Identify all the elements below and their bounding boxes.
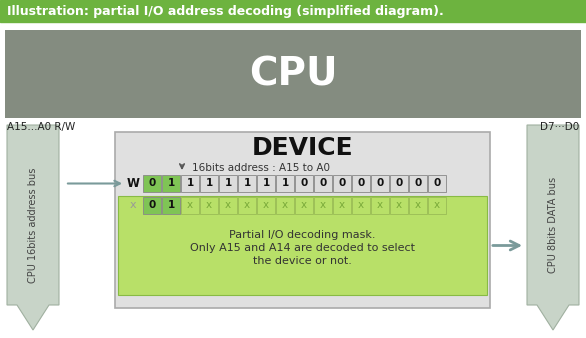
Text: 0: 0 xyxy=(338,178,346,189)
Text: 1: 1 xyxy=(186,178,193,189)
Text: the device or not.: the device or not. xyxy=(253,256,352,266)
Text: D7···D0: D7···D0 xyxy=(540,122,579,132)
Bar xyxy=(200,197,218,214)
Polygon shape xyxy=(7,125,59,330)
Text: x: x xyxy=(187,200,193,211)
Bar xyxy=(162,175,180,192)
Text: x: x xyxy=(396,200,402,211)
Text: Partial I/O decoding mask.: Partial I/O decoding mask. xyxy=(229,230,376,240)
Bar xyxy=(371,197,389,214)
Text: 16bits address : A15 to A0: 16bits address : A15 to A0 xyxy=(192,163,330,173)
Bar xyxy=(428,175,446,192)
Bar xyxy=(352,197,370,214)
Text: x: x xyxy=(282,200,288,211)
Text: x: x xyxy=(263,200,269,211)
Bar xyxy=(115,132,490,308)
Bar xyxy=(118,196,487,295)
Text: 1: 1 xyxy=(205,178,213,189)
Text: x: x xyxy=(339,200,345,211)
Bar xyxy=(257,197,275,214)
Bar xyxy=(314,197,332,214)
Bar xyxy=(200,175,218,192)
Text: 1: 1 xyxy=(263,178,270,189)
Bar xyxy=(390,197,408,214)
Text: x: x xyxy=(377,200,383,211)
Text: 0: 0 xyxy=(301,178,308,189)
Text: x: x xyxy=(225,200,231,211)
Bar xyxy=(428,197,446,214)
Text: 0: 0 xyxy=(396,178,403,189)
Polygon shape xyxy=(527,125,579,330)
Bar xyxy=(238,197,256,214)
Bar xyxy=(181,175,199,192)
Bar xyxy=(333,197,351,214)
Text: CPU: CPU xyxy=(248,55,338,93)
Text: 0: 0 xyxy=(414,178,421,189)
Bar xyxy=(333,175,351,192)
Bar xyxy=(314,175,332,192)
Bar xyxy=(143,175,161,192)
Text: DEVICE: DEVICE xyxy=(252,136,353,160)
Text: 0: 0 xyxy=(357,178,364,189)
Bar xyxy=(352,175,370,192)
Text: x: x xyxy=(244,200,250,211)
Bar xyxy=(162,197,180,214)
Bar xyxy=(390,175,408,192)
Text: x: x xyxy=(434,200,440,211)
Bar xyxy=(409,175,427,192)
Text: 1: 1 xyxy=(243,178,251,189)
Bar xyxy=(295,197,313,214)
Text: 1: 1 xyxy=(168,178,175,189)
Text: x: x xyxy=(320,200,326,211)
Bar xyxy=(143,197,161,214)
Bar xyxy=(257,175,275,192)
Text: 0: 0 xyxy=(319,178,326,189)
Text: 0: 0 xyxy=(148,200,156,211)
Text: 1: 1 xyxy=(224,178,231,189)
Bar xyxy=(0,0,586,22)
Bar xyxy=(219,175,237,192)
Text: 1: 1 xyxy=(281,178,289,189)
Text: x: x xyxy=(301,200,307,211)
Text: x: x xyxy=(206,200,212,211)
Text: x: x xyxy=(130,200,137,211)
Bar xyxy=(276,175,294,192)
Bar xyxy=(219,197,237,214)
Text: 0: 0 xyxy=(148,178,156,189)
Bar xyxy=(181,197,199,214)
Text: CPU 16bits address bus: CPU 16bits address bus xyxy=(28,167,38,283)
Text: Illustration: partial I/O address decoding (simplified diagram).: Illustration: partial I/O address decodi… xyxy=(7,4,444,18)
Text: W: W xyxy=(127,177,139,190)
Text: x: x xyxy=(358,200,364,211)
Bar xyxy=(276,197,294,214)
Text: 0: 0 xyxy=(434,178,441,189)
Text: 1: 1 xyxy=(168,200,175,211)
Text: A15...A0 R/W: A15...A0 R/W xyxy=(7,122,75,132)
Text: Only A15 and A14 are decoded to select: Only A15 and A14 are decoded to select xyxy=(190,243,415,253)
Bar xyxy=(409,197,427,214)
Bar xyxy=(5,30,581,118)
Bar xyxy=(295,175,313,192)
Bar xyxy=(238,175,256,192)
Text: x: x xyxy=(415,200,421,211)
Text: 0: 0 xyxy=(376,178,384,189)
Text: CPU 8bits DATA bus: CPU 8bits DATA bus xyxy=(548,177,558,273)
Bar xyxy=(371,175,389,192)
